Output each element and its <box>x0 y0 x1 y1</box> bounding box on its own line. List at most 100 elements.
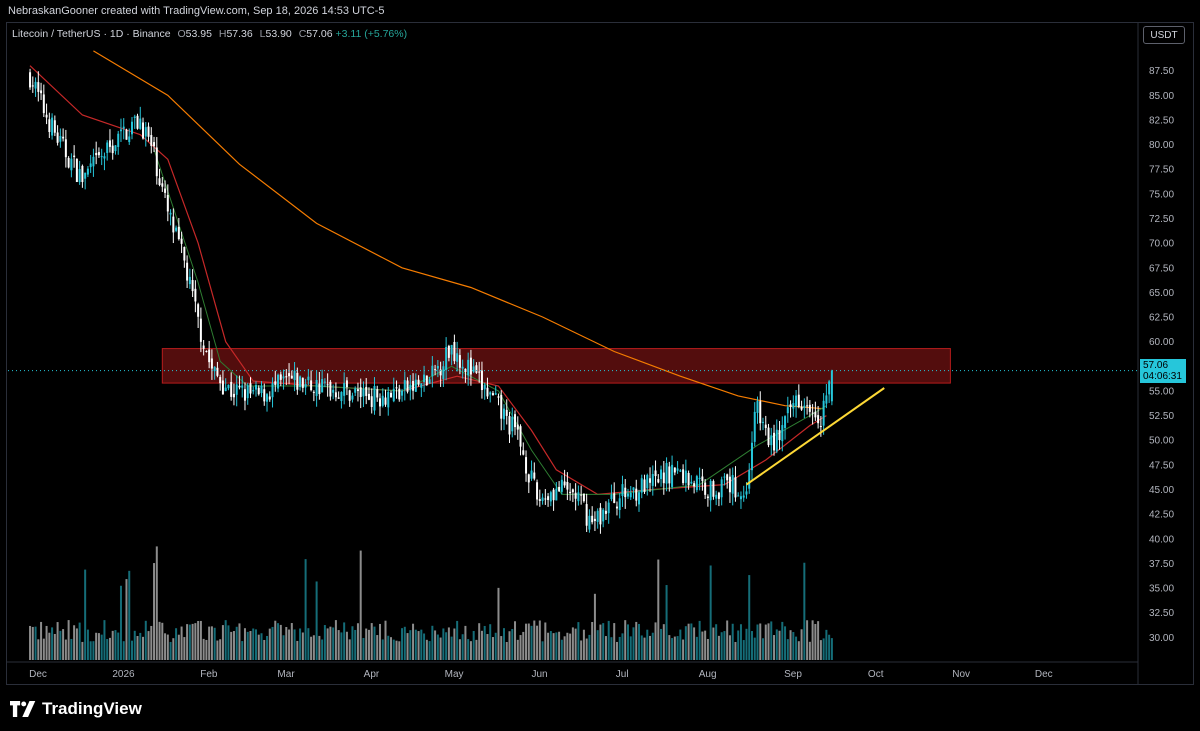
candle-body <box>177 226 180 240</box>
candle <box>117 130 120 155</box>
candle-body <box>582 493 585 502</box>
candle <box>715 490 718 506</box>
candles <box>29 68 833 534</box>
volume-bar <box>491 637 494 660</box>
candle <box>75 158 78 183</box>
volume-bar <box>191 623 194 660</box>
candle-body <box>626 493 629 497</box>
candle-body <box>304 383 307 388</box>
candle <box>654 460 657 487</box>
candle-body <box>194 288 197 302</box>
candle <box>387 387 390 416</box>
volume-bar <box>409 630 412 660</box>
candle-body <box>588 515 591 530</box>
candle-body <box>53 120 56 133</box>
volume-bar <box>640 635 643 660</box>
time-axis[interactable]: Dec 2026 Feb Mar Apr May Jun Jul Aug Sep Oct Nov Dec <box>6 661 1138 680</box>
volume-bar <box>304 559 307 660</box>
volume-bar <box>764 624 767 660</box>
candle <box>786 396 789 423</box>
volume-bar <box>147 631 150 660</box>
volume-bar <box>285 627 288 660</box>
currency-button[interactable]: USDT <box>1143 26 1185 44</box>
candle <box>108 129 111 153</box>
volume-bar <box>64 639 67 660</box>
volume-bar <box>525 623 528 660</box>
candle <box>414 373 417 392</box>
candle <box>808 400 811 418</box>
candle <box>461 359 464 379</box>
volume-bar <box>340 632 343 660</box>
candle-body <box>458 355 461 368</box>
candle-body <box>500 395 503 419</box>
candle-body <box>797 394 800 407</box>
volume-bar <box>334 620 337 660</box>
candle <box>558 481 561 492</box>
volume-bar <box>781 621 784 660</box>
volume-bar <box>745 628 748 660</box>
candle <box>649 467 652 492</box>
candle <box>629 485 632 501</box>
volume-bar <box>604 636 607 660</box>
candle <box>775 419 778 454</box>
candle <box>412 373 415 400</box>
bar-countdown: 04:06:31 <box>1143 371 1182 382</box>
candle <box>803 398 806 419</box>
volume-bar <box>726 620 729 660</box>
candle-body <box>246 385 249 399</box>
candle-body <box>726 474 729 481</box>
candle-body <box>618 498 621 511</box>
y-tick-label: 40.00 <box>1149 534 1174 545</box>
candle-body <box>425 375 428 386</box>
candle <box>797 384 800 409</box>
candle-body <box>403 380 406 390</box>
price-axis[interactable]: 87.50 85.00 82.50 80.00 77.50 75.00 72.50 70.00… <box>1137 22 1174 685</box>
tradingview-logo[interactable]: TradingView <box>10 699 142 719</box>
candle <box>373 377 376 415</box>
candle <box>742 485 745 502</box>
volume-bar <box>67 620 70 660</box>
candle <box>282 369 285 390</box>
candle <box>591 506 594 525</box>
candle <box>638 489 641 512</box>
candle-body <box>70 158 73 171</box>
candle-body <box>279 374 282 380</box>
volume-bar <box>602 623 605 660</box>
candle <box>800 400 803 411</box>
volume-bar <box>243 628 246 660</box>
candle-body <box>704 482 707 495</box>
candle <box>362 381 365 408</box>
candle-body <box>285 376 288 378</box>
candle <box>48 112 51 139</box>
volume-bar <box>552 633 555 660</box>
candle-body <box>759 401 762 424</box>
candle <box>447 344 450 362</box>
volume-bar <box>638 623 641 660</box>
candle <box>750 431 753 481</box>
volume-bar <box>175 628 178 660</box>
candle <box>53 115 56 137</box>
x-tick-label: 2026 <box>112 669 135 680</box>
candle-body <box>153 142 156 147</box>
candle <box>822 393 825 435</box>
candle <box>268 391 271 402</box>
candle <box>767 423 770 448</box>
volume-bar <box>232 631 235 660</box>
volume-bar <box>70 638 73 660</box>
candle-body <box>624 487 627 498</box>
candle-body <box>332 389 335 393</box>
candle <box>759 391 762 431</box>
volume-bar <box>370 623 373 660</box>
candle-body <box>296 372 299 390</box>
candle <box>345 377 348 396</box>
candle-body <box>277 374 280 389</box>
candle <box>693 480 696 494</box>
volume-bar <box>224 620 227 660</box>
candle <box>334 382 337 402</box>
volume-bar <box>310 636 313 660</box>
volume-bar <box>186 624 189 660</box>
volume-bar <box>205 639 208 660</box>
candle <box>646 473 649 496</box>
volume-bar <box>412 623 415 660</box>
